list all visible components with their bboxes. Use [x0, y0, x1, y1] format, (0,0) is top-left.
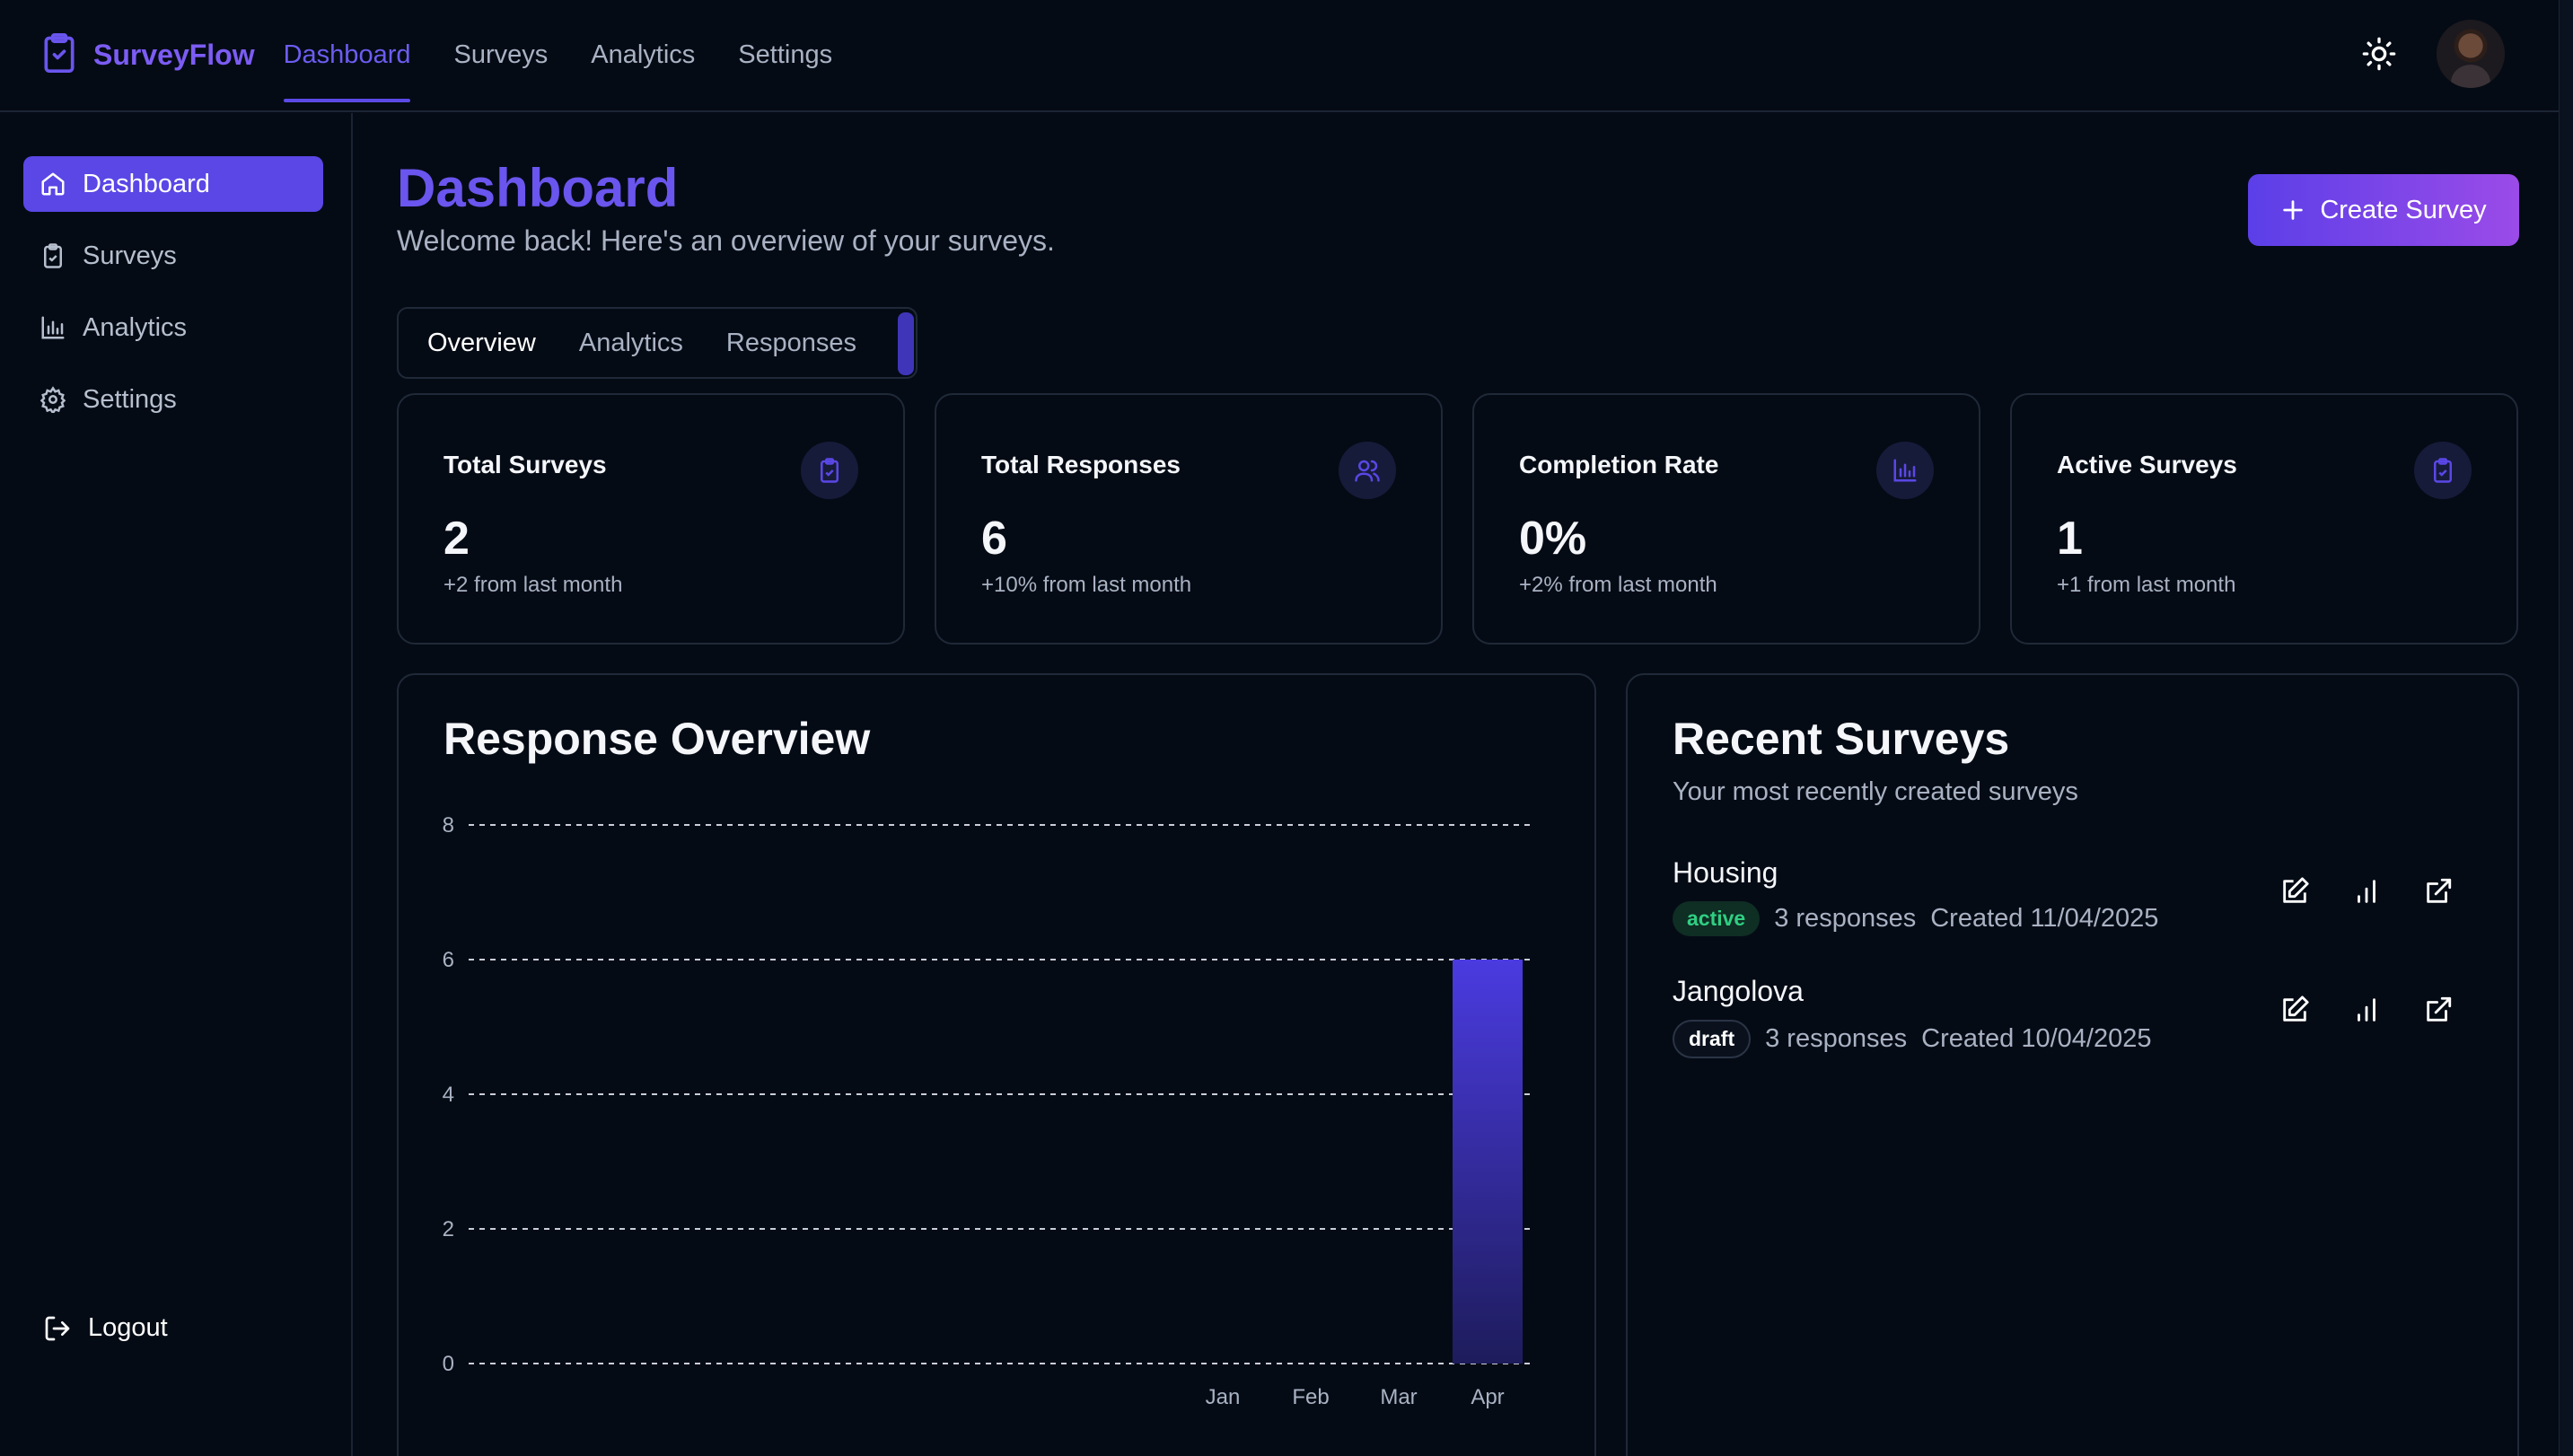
analytics-icon[interactable]	[2351, 876, 2382, 907]
y-tick-label: 2	[443, 1217, 454, 1241]
tab-responses[interactable]: Responses	[725, 328, 856, 357]
external-link-icon[interactable]	[2423, 876, 2454, 907]
created-date: Created 10/04/2025	[1921, 1024, 2152, 1053]
logout-label: Logout	[88, 1313, 168, 1342]
stat-label: Active Surveys	[2057, 451, 2237, 478]
status-badge: draft	[1673, 1020, 1752, 1058]
users-icon	[1339, 442, 1396, 499]
y-tick-label: 8	[443, 813, 454, 838]
survey-meta: draft 3 responses Created 10/04/2025	[1673, 1020, 2152, 1058]
stat-delta: +2 from last month	[443, 573, 623, 597]
analytics-icon[interactable]	[2351, 995, 2382, 1025]
survey-meta: active 3 responses Created 11/04/2025	[1673, 901, 2158, 936]
edit-icon[interactable]	[2279, 876, 2310, 907]
external-link-icon[interactable]	[2423, 995, 2454, 1025]
stat-label: Total Surveys	[443, 451, 607, 478]
page-title: Dashboard	[397, 158, 679, 218]
page-subtitle: Welcome back! Here's an overview of your…	[397, 224, 1055, 257]
survey-name: Housing	[1673, 856, 1778, 889]
sidebar-item-label: Dashboard	[83, 169, 210, 198]
page-scrollbar[interactable]	[2559, 0, 2573, 1456]
create-survey-button[interactable]: Create Survey	[2248, 174, 2519, 246]
sidebar-item-label: Analytics	[83, 312, 188, 342]
response-count: 3 responses	[1765, 1024, 1908, 1053]
status-badge: active	[1673, 901, 1761, 936]
bar-chart-icon	[41, 316, 65, 339]
survey-name: Jangolova	[1673, 975, 1804, 1007]
stat-value: 1	[2057, 513, 2083, 565]
y-tick-label: 0	[443, 1352, 454, 1376]
bar-chart-icon	[1876, 442, 1934, 499]
edit-icon[interactable]	[2279, 995, 2310, 1025]
topnav-analytics[interactable]: Analytics	[591, 40, 696, 69]
stat-label: Total Responses	[981, 451, 1181, 478]
topnav-settings[interactable]: Settings	[738, 40, 833, 69]
x-tick-label: Feb	[1292, 1385, 1329, 1409]
stat-delta: +10% from last month	[981, 573, 1192, 597]
stat-card-total-surveys: Total Surveys 2 +2 from last month	[397, 393, 905, 645]
dashboard-tabs: Overview Analytics Responses	[397, 307, 918, 379]
plus-icon	[2283, 200, 2304, 220]
tab-overview[interactable]: Overview	[427, 328, 536, 357]
sidebar: Dashboard Surveys Analytics Settings Log…	[0, 113, 353, 1456]
recent-surveys-panel: Recent Surveys Your most recently create…	[1626, 673, 2519, 1456]
topnav-dashboard[interactable]: Dashboard	[283, 0, 410, 111]
survey-actions	[2238, 876, 2454, 907]
x-tick-label: Jan	[1206, 1385, 1241, 1409]
stat-label: Completion Rate	[1519, 451, 1719, 478]
stat-value: 0%	[1519, 513, 1587, 565]
x-tick-label: Mar	[1380, 1385, 1417, 1409]
clipboard-check-icon	[40, 31, 79, 79]
tabs-scroll-indicator[interactable]	[898, 312, 914, 375]
x-tick-label: Apr	[1471, 1385, 1504, 1409]
created-date: Created 11/04/2025	[1930, 904, 2159, 933]
response-chart: 0 2 4 6 8 Jan Feb Mar Apr	[443, 813, 1532, 1409]
create-survey-label: Create Survey	[2320, 195, 2487, 224]
y-tick-label: 6	[443, 948, 454, 972]
stat-card-active-surveys: Active Surveys 1 +1 from last month	[2010, 393, 2518, 645]
stat-value: 6	[981, 513, 1007, 565]
recent-surveys-title: Recent Surveys	[1673, 714, 2010, 764]
home-icon	[41, 172, 65, 196]
response-overview-panel: Response Overview 0 2 4 6 8 Jan Feb Mar Apr	[397, 673, 1596, 1456]
stat-card-completion-rate: Completion Rate 0% +2% from last month	[1472, 393, 1980, 645]
brand-name: SurveyFlow	[93, 39, 255, 71]
clipboard-icon	[44, 243, 62, 268]
stat-card-total-responses: Total Responses 6 +10% from last month	[935, 393, 1443, 645]
sidebar-item-label: Settings	[83, 384, 177, 414]
top-nav: Dashboard Surveys Analytics Settings	[283, 0, 875, 111]
top-right-controls	[2361, 20, 2505, 88]
survey-actions	[2238, 995, 2454, 1025]
logout-button[interactable]: Logout	[43, 1313, 168, 1343]
topnav-surveys[interactable]: Surveys	[453, 40, 549, 69]
tab-analytics[interactable]: Analytics	[578, 328, 683, 357]
sidebar-item-dashboard[interactable]: Dashboard	[23, 156, 323, 212]
response-count: 3 responses	[1774, 904, 1917, 933]
stat-delta: +1 from last month	[2057, 573, 2236, 597]
stat-value: 2	[443, 513, 470, 565]
recent-surveys-subtitle: Your most recently created surveys	[1673, 777, 2078, 806]
stat-delta: +2% from last month	[1519, 573, 1717, 597]
sidebar-item-analytics[interactable]: Analytics	[23, 300, 323, 355]
top-navbar: SurveyFlow Dashboard Surveys Analytics S…	[0, 0, 2559, 112]
sidebar-item-label: Surveys	[83, 241, 177, 270]
clipboard-check-icon	[801, 442, 858, 499]
sidebar-item-settings[interactable]: Settings	[23, 372, 323, 427]
logout-icon	[45, 1316, 70, 1340]
clipboard-check-icon	[2414, 442, 2472, 499]
list-item[interactable]: Jangolova draft 3 responses Created 10/0…	[1673, 975, 2481, 1074]
response-overview-title: Response Overview	[443, 714, 871, 764]
y-tick-label: 4	[443, 1083, 454, 1107]
sidebar-item-surveys[interactable]: Surveys	[23, 228, 323, 284]
brand-logo[interactable]: SurveyFlow	[40, 31, 255, 79]
theme-toggle-sun-icon[interactable]	[2361, 36, 2397, 72]
user-avatar[interactable]	[2437, 20, 2505, 88]
chart-bar[interactable]	[1453, 960, 1523, 1364]
gear-icon	[40, 386, 66, 413]
list-item[interactable]: Housing active 3 responses Created 11/04…	[1673, 856, 2481, 955]
